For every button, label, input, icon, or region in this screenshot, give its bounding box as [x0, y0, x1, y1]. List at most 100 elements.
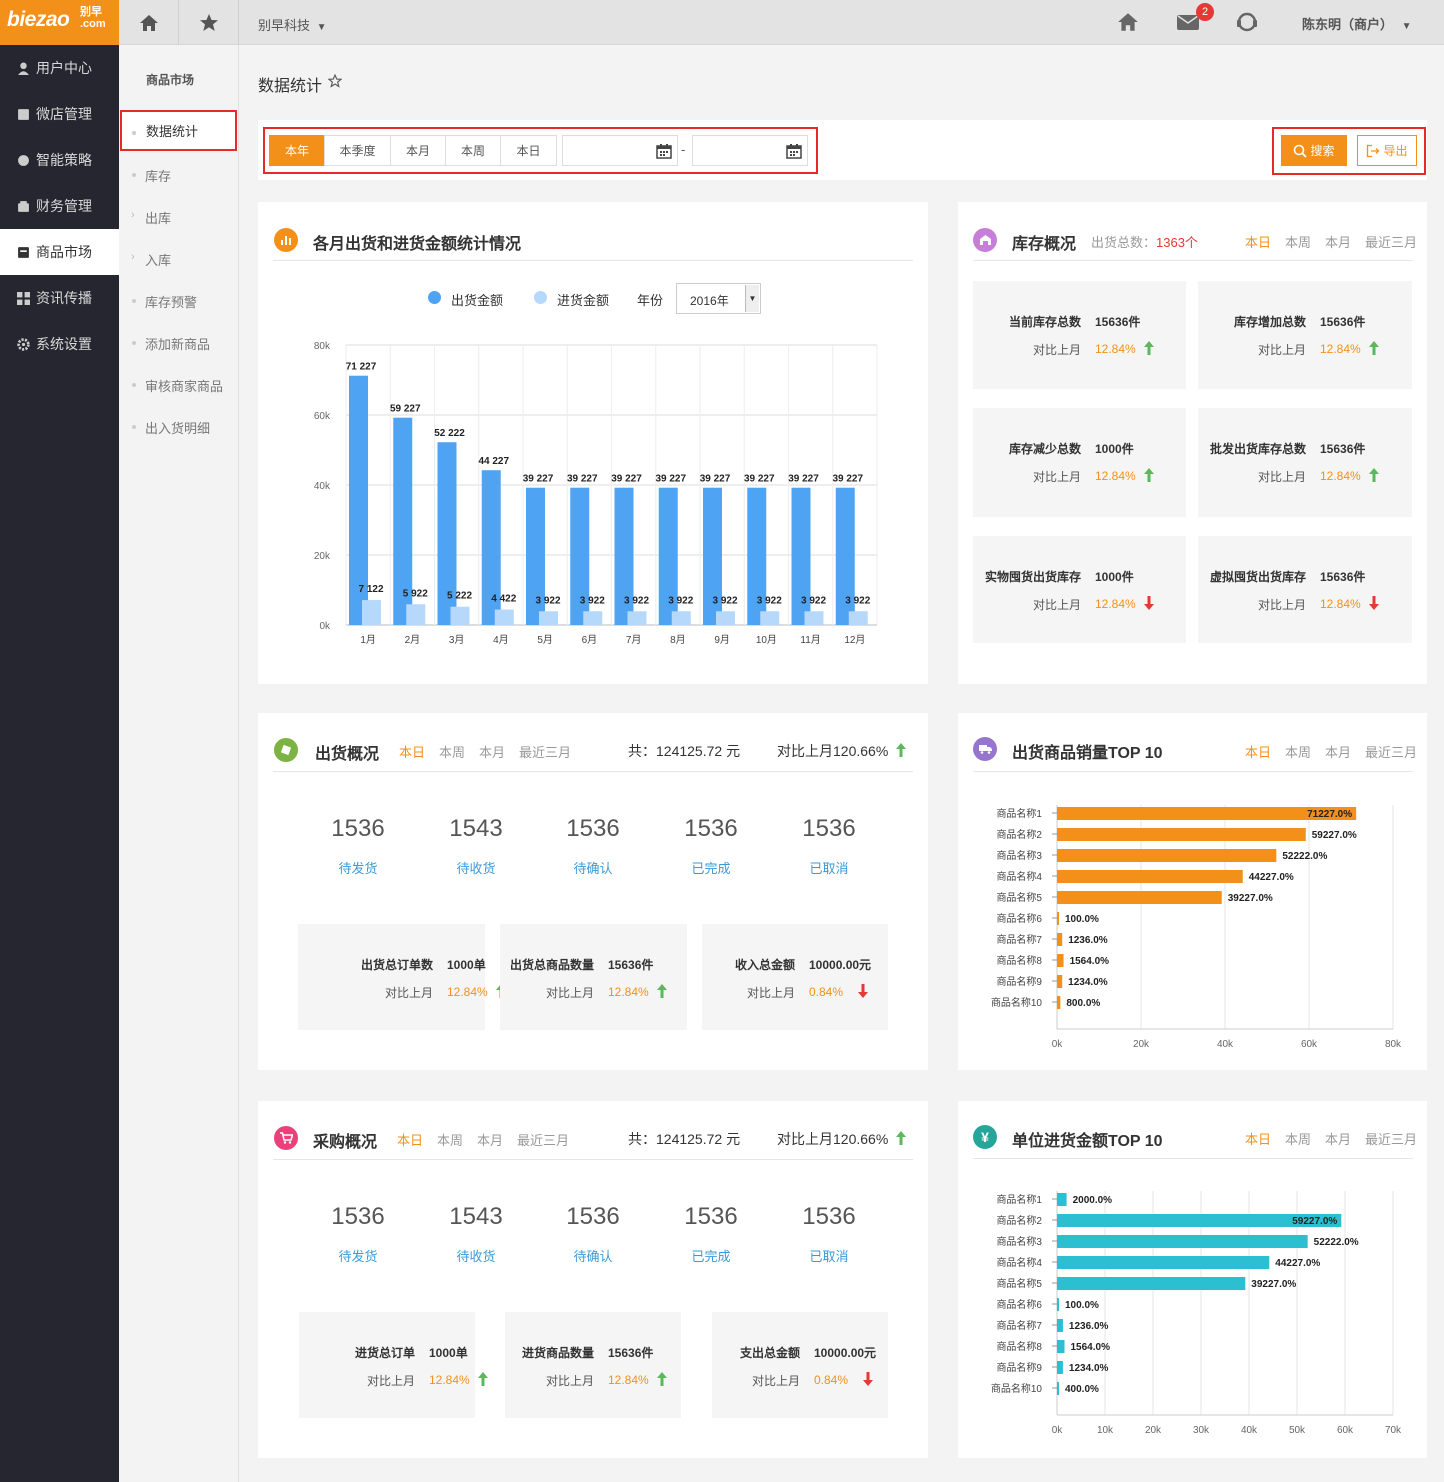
status-link[interactable]: 待确认 [573, 861, 613, 876]
start-date-input[interactable] [562, 135, 678, 166]
tab-three-months[interactable]: 最近三月 [1365, 1132, 1418, 1147]
tab-week[interactable]: 本周 [1285, 745, 1312, 760]
bar[interactable] [1057, 1214, 1342, 1227]
bar-in[interactable] [583, 611, 603, 625]
status-link[interactable]: 已完成 [691, 861, 731, 876]
period-quarter-button[interactable]: 本季度 [324, 135, 391, 166]
sidebar-item-market[interactable]: 商品市场 [0, 229, 119, 275]
status-link[interactable]: 待确认 [573, 1249, 613, 1264]
tab-week[interactable]: 本周 [439, 745, 466, 760]
status-link[interactable]: 待发货 [338, 861, 378, 876]
subnav-item-inbound[interactable]: › 入库 [131, 238, 237, 280]
subnav-item-stock-alert[interactable]: 库存预警 [131, 280, 237, 322]
bar-out[interactable] [835, 487, 855, 625]
home-button[interactable] [119, 0, 179, 45]
bar[interactable] [1057, 912, 1059, 925]
subnav-item-review-products[interactable]: 审核商家商品 [131, 364, 237, 406]
tab-month[interactable]: 本月 [479, 745, 506, 760]
subnav-item-outbound[interactable]: › 出库 [131, 196, 237, 238]
search-button[interactable]: 搜索 [1281, 135, 1347, 166]
bar[interactable] [1057, 1256, 1270, 1269]
status-link[interactable]: 已取消 [809, 861, 849, 876]
bar[interactable] [1057, 1361, 1063, 1374]
bar-in[interactable] [494, 609, 514, 625]
bar-out[interactable] [570, 487, 590, 625]
company-dropdown[interactable]: 别早科技 ▼ [258, 15, 327, 34]
status-link[interactable]: 已完成 [691, 1249, 731, 1264]
tab-day[interactable]: 本日 [1245, 745, 1272, 760]
sidebar-item-strategy[interactable]: 智能策略 [0, 137, 119, 183]
status-link[interactable]: 待发货 [338, 1249, 378, 1264]
tab-month[interactable]: 本月 [1325, 1132, 1352, 1147]
legend-label-in[interactable]: 进货金额 [557, 293, 610, 308]
export-button[interactable]: 导出 [1357, 135, 1417, 166]
bar[interactable] [1057, 1319, 1063, 1332]
status-link[interactable]: 已取消 [809, 1249, 849, 1264]
tab-week[interactable]: 本周 [437, 1133, 464, 1148]
bar[interactable] [1057, 849, 1277, 862]
tab-day[interactable]: 本日 [397, 1133, 424, 1148]
bar-out[interactable] [791, 487, 811, 625]
calendar-icon[interactable] [656, 143, 672, 159]
bar[interactable] [1057, 807, 1357, 820]
tab-month[interactable]: 本月 [1325, 745, 1352, 760]
tab-day[interactable]: 本日 [1245, 235, 1272, 250]
sidebar-item-shop[interactable]: 微店管理 [0, 91, 119, 137]
star-outline-icon[interactable] [328, 74, 342, 88]
bar-in[interactable] [406, 604, 426, 625]
bar-out[interactable] [526, 487, 545, 625]
tab-three-months[interactable]: 最近三月 [517, 1133, 570, 1148]
subnav-item-io-details[interactable]: 出入货明细 [131, 406, 237, 448]
tab-month[interactable]: 本月 [1325, 235, 1352, 250]
bar[interactable] [1057, 1298, 1059, 1311]
bar-out[interactable] [349, 375, 368, 625]
bar-in[interactable] [716, 611, 735, 625]
bar-out[interactable] [658, 487, 678, 625]
user-menu[interactable]: 陈东明（商户） ▼ [1302, 14, 1412, 33]
bar[interactable] [1057, 891, 1222, 904]
bar-in[interactable] [450, 606, 470, 625]
bar[interactable] [1057, 828, 1306, 841]
sidebar-item-finance[interactable]: 财务管理 [0, 183, 119, 229]
end-date-input[interactable] [692, 135, 808, 166]
bar-out[interactable] [481, 470, 501, 625]
bar-in[interactable] [362, 600, 381, 625]
favorite-button[interactable] [179, 0, 239, 45]
logo[interactable]: biezao 别早 .com [0, 0, 119, 45]
bar[interactable] [1057, 1277, 1246, 1290]
tab-month[interactable]: 本月 [477, 1133, 504, 1148]
calendar-icon[interactable] [786, 143, 802, 159]
bar-out[interactable] [437, 442, 457, 625]
status-link[interactable]: 待收货 [456, 861, 496, 876]
subnav-item-inventory[interactable]: 库存 [131, 154, 237, 196]
status-link[interactable]: 待收货 [456, 1249, 496, 1264]
period-year-button[interactable]: 本年 [269, 135, 325, 166]
bar-out[interactable] [393, 417, 413, 625]
sidebar-item-user-center[interactable]: 用户中心 [0, 45, 119, 91]
period-day-button[interactable]: 本日 [500, 135, 557, 166]
bar-in[interactable] [760, 611, 780, 625]
legend-label-out[interactable]: 出货金额 [451, 293, 504, 308]
bar-in[interactable] [627, 611, 647, 625]
sidebar-item-news[interactable]: 资讯传播 [0, 275, 119, 321]
period-month-button[interactable]: 本月 [390, 135, 446, 166]
tab-three-months[interactable]: 最近三月 [1365, 745, 1418, 760]
bar[interactable] [1057, 1235, 1308, 1248]
support-icon[interactable] [1236, 11, 1258, 33]
bar[interactable] [1057, 996, 1061, 1009]
tab-three-months[interactable]: 最近三月 [1365, 235, 1418, 250]
bar[interactable] [1057, 870, 1243, 883]
bar[interactable] [1057, 975, 1063, 988]
bar-out[interactable] [747, 487, 767, 625]
home-icon[interactable] [1117, 11, 1139, 33]
tab-day[interactable]: 本日 [399, 745, 426, 760]
bar-out[interactable] [614, 487, 634, 625]
bar[interactable] [1057, 1382, 1059, 1395]
mail-icon[interactable] [1177, 13, 1199, 31]
subnav-item-data-stats[interactable]: 数据统计 [120, 110, 237, 151]
sidebar-item-settings[interactable]: 系统设置 [0, 321, 119, 367]
bar-in[interactable] [671, 611, 691, 625]
bar-in[interactable] [539, 611, 558, 625]
period-week-button[interactable]: 本周 [445, 135, 501, 166]
tab-week[interactable]: 本周 [1285, 235, 1312, 250]
